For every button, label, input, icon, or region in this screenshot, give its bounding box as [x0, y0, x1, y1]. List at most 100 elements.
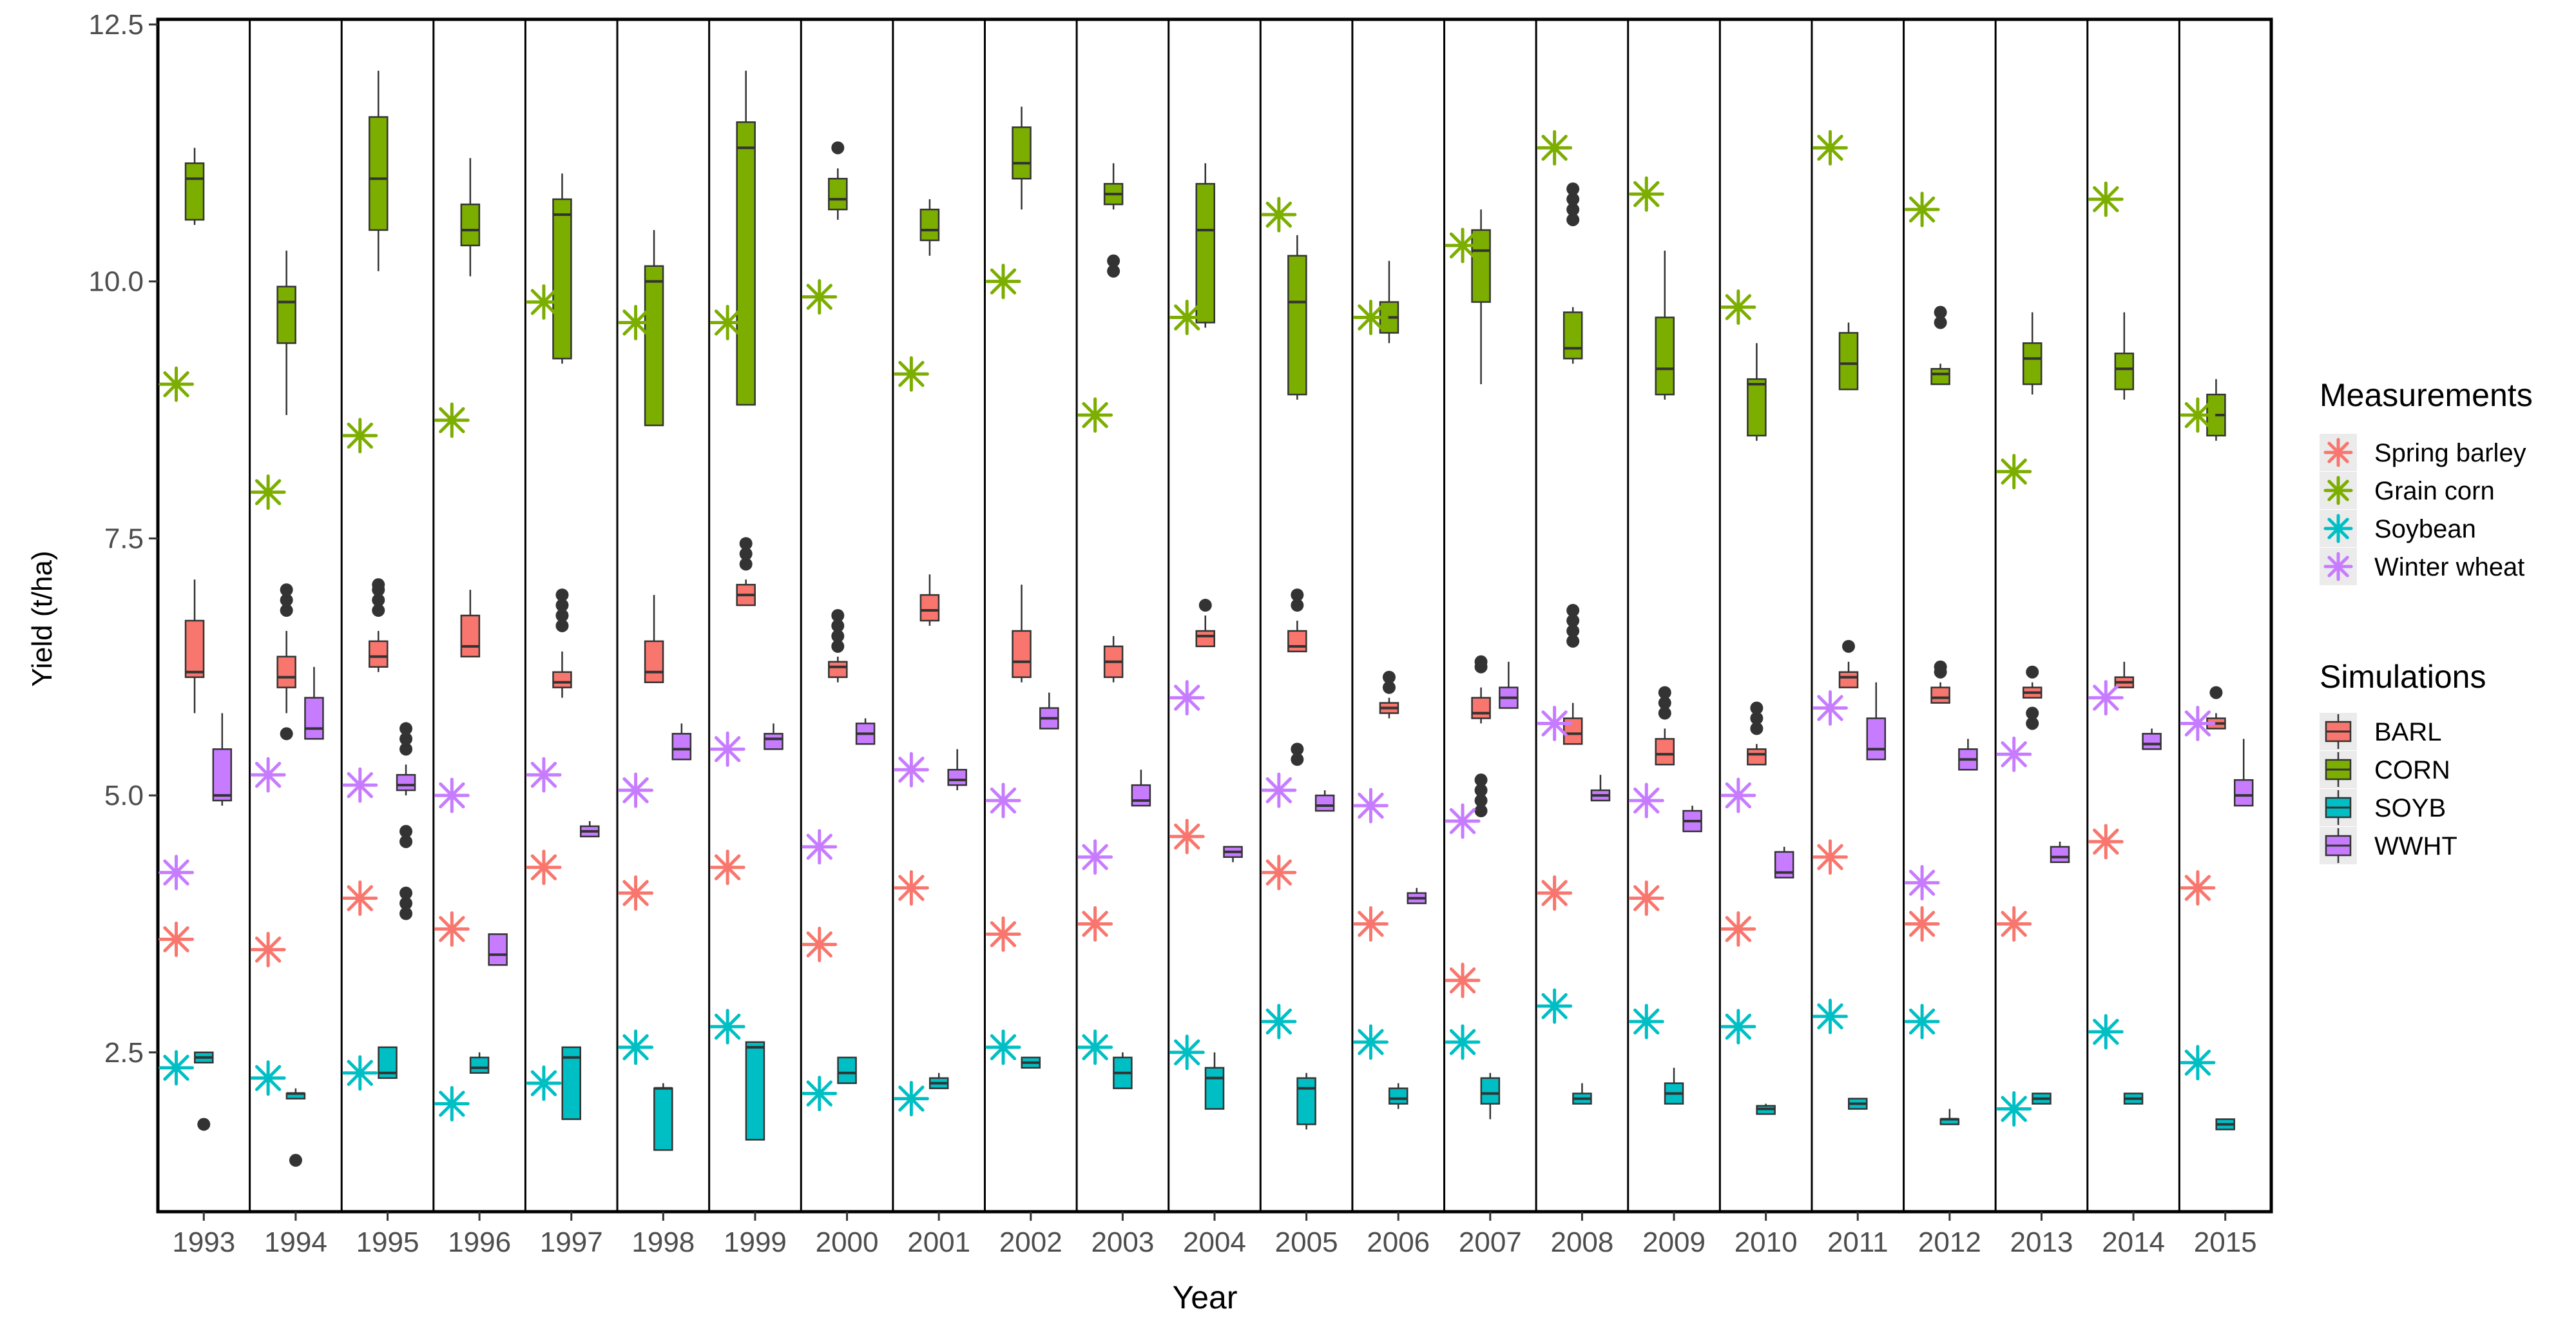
- star-stroke: [714, 854, 741, 880]
- box: [184, 619, 205, 678]
- box: [276, 286, 296, 344]
- box: [469, 1056, 490, 1074]
- measurement-point: [618, 304, 654, 340]
- star-stroke: [347, 885, 373, 911]
- star-stroke: [714, 1013, 741, 1040]
- measurement-point: [2180, 705, 2216, 741]
- box-outlier: [1566, 624, 1580, 637]
- legend-label: Winter wheat: [2374, 553, 2524, 581]
- measurement-point: [1352, 788, 1389, 824]
- box: [2050, 846, 2070, 864]
- star-stroke: [2001, 741, 2027, 768]
- box-outlier: [739, 547, 753, 561]
- measurement-point: [434, 911, 470, 947]
- x-tick-label: 2014: [2102, 1227, 2165, 1258]
- data-marks: [159, 70, 2254, 1167]
- measurement-point: [1996, 454, 2032, 490]
- star-stroke: [1908, 869, 1936, 896]
- measurement-point: [250, 474, 286, 510]
- star-stroke: [1265, 201, 1293, 228]
- measurement-point: [1904, 906, 1940, 942]
- legend-measurements-title: Measurements: [2320, 377, 2533, 413]
- box-outlier: [739, 558, 753, 571]
- star-stroke: [439, 916, 465, 942]
- star-stroke: [1265, 1008, 1293, 1035]
- x-tick-label: 1995: [356, 1227, 419, 1258]
- box: [488, 933, 508, 966]
- box: [1131, 784, 1151, 807]
- measurement-point: [1537, 705, 1573, 741]
- star-stroke: [1265, 859, 1293, 886]
- measurement-point: [893, 752, 929, 788]
- star-stroke: [1633, 787, 1660, 814]
- x-tick-label: 2006: [1367, 1227, 1430, 1258]
- star-stroke: [530, 289, 557, 315]
- star-stroke: [1449, 808, 1476, 835]
- box: [552, 671, 572, 688]
- box-outlier: [1291, 599, 1304, 612]
- star-stroke: [2001, 911, 2027, 937]
- box: [919, 594, 940, 622]
- measurement-point: [1537, 988, 1573, 1024]
- box-outlier: [1934, 316, 1947, 329]
- star-stroke: [898, 1085, 925, 1112]
- star-stroke: [163, 371, 189, 398]
- box-outlier: [831, 629, 845, 643]
- star-stroke: [530, 762, 557, 788]
- x-axis: 1993 1994 1995 1996 1997 1998 1999 2000 2001 2002…: [172, 1212, 2257, 1258]
- star-stroke: [163, 926, 189, 953]
- measurement-point: [1261, 855, 1297, 891]
- star-stroke: [1358, 304, 1384, 331]
- measurement-point: [985, 264, 1021, 300]
- star-stroke: [1908, 1008, 1936, 1035]
- measurement-point: [1352, 1024, 1389, 1060]
- box: [1287, 255, 1307, 396]
- measurement-point: [1077, 839, 1113, 875]
- legend-key-star: [2323, 552, 2353, 581]
- star-stroke: [806, 931, 832, 958]
- box-outlier: [1291, 742, 1304, 756]
- box: [764, 733, 783, 750]
- measurement-point: [2088, 1014, 2124, 1050]
- box: [644, 640, 664, 683]
- measurement-point: [1812, 998, 1848, 1034]
- box: [1471, 697, 1491, 719]
- measurement-point: [342, 418, 378, 454]
- star-stroke: [255, 936, 282, 963]
- box: [919, 208, 940, 242]
- measurement-point: [1720, 1009, 1756, 1045]
- y-axis: 2.5 5.0 7.5 10.0 12.5: [88, 9, 158, 1069]
- box-outlier: [1934, 660, 1947, 674]
- measurement-point: [434, 402, 470, 438]
- x-tick-label: 2000: [816, 1227, 879, 1258]
- star-stroke: [439, 407, 465, 434]
- measurement-point: [985, 782, 1021, 819]
- box-outlier: [399, 886, 413, 900]
- star-stroke: [1541, 710, 1568, 737]
- box: [1930, 367, 1950, 385]
- measurement-point: [893, 356, 929, 392]
- star-stroke: [622, 309, 649, 336]
- measurement-point: [434, 777, 470, 813]
- measurement-point: [1445, 803, 1481, 839]
- star-stroke: [1449, 1029, 1476, 1056]
- x-tick-label: 1998: [631, 1227, 695, 1258]
- star-stroke: [1358, 911, 1384, 937]
- box-outlier: [1474, 804, 1488, 818]
- measurement-point: [1077, 1029, 1113, 1065]
- star-stroke: [347, 1060, 373, 1086]
- box-outlier: [1658, 706, 1671, 720]
- star-stroke: [898, 757, 925, 783]
- star-stroke: [990, 921, 1017, 947]
- box: [1296, 1077, 1316, 1125]
- box: [1195, 630, 1215, 648]
- measurement-point: [342, 767, 378, 803]
- star-stroke: [255, 1065, 282, 1091]
- star-stroke: [1725, 294, 1752, 320]
- x-tick-label: 2004: [1183, 1227, 1246, 1258]
- box-outlier: [280, 604, 293, 617]
- star-stroke: [2184, 875, 2211, 901]
- x-tick-label: 2009: [1642, 1227, 1706, 1258]
- measurement-point: [526, 284, 562, 320]
- star-stroke: [163, 1054, 189, 1081]
